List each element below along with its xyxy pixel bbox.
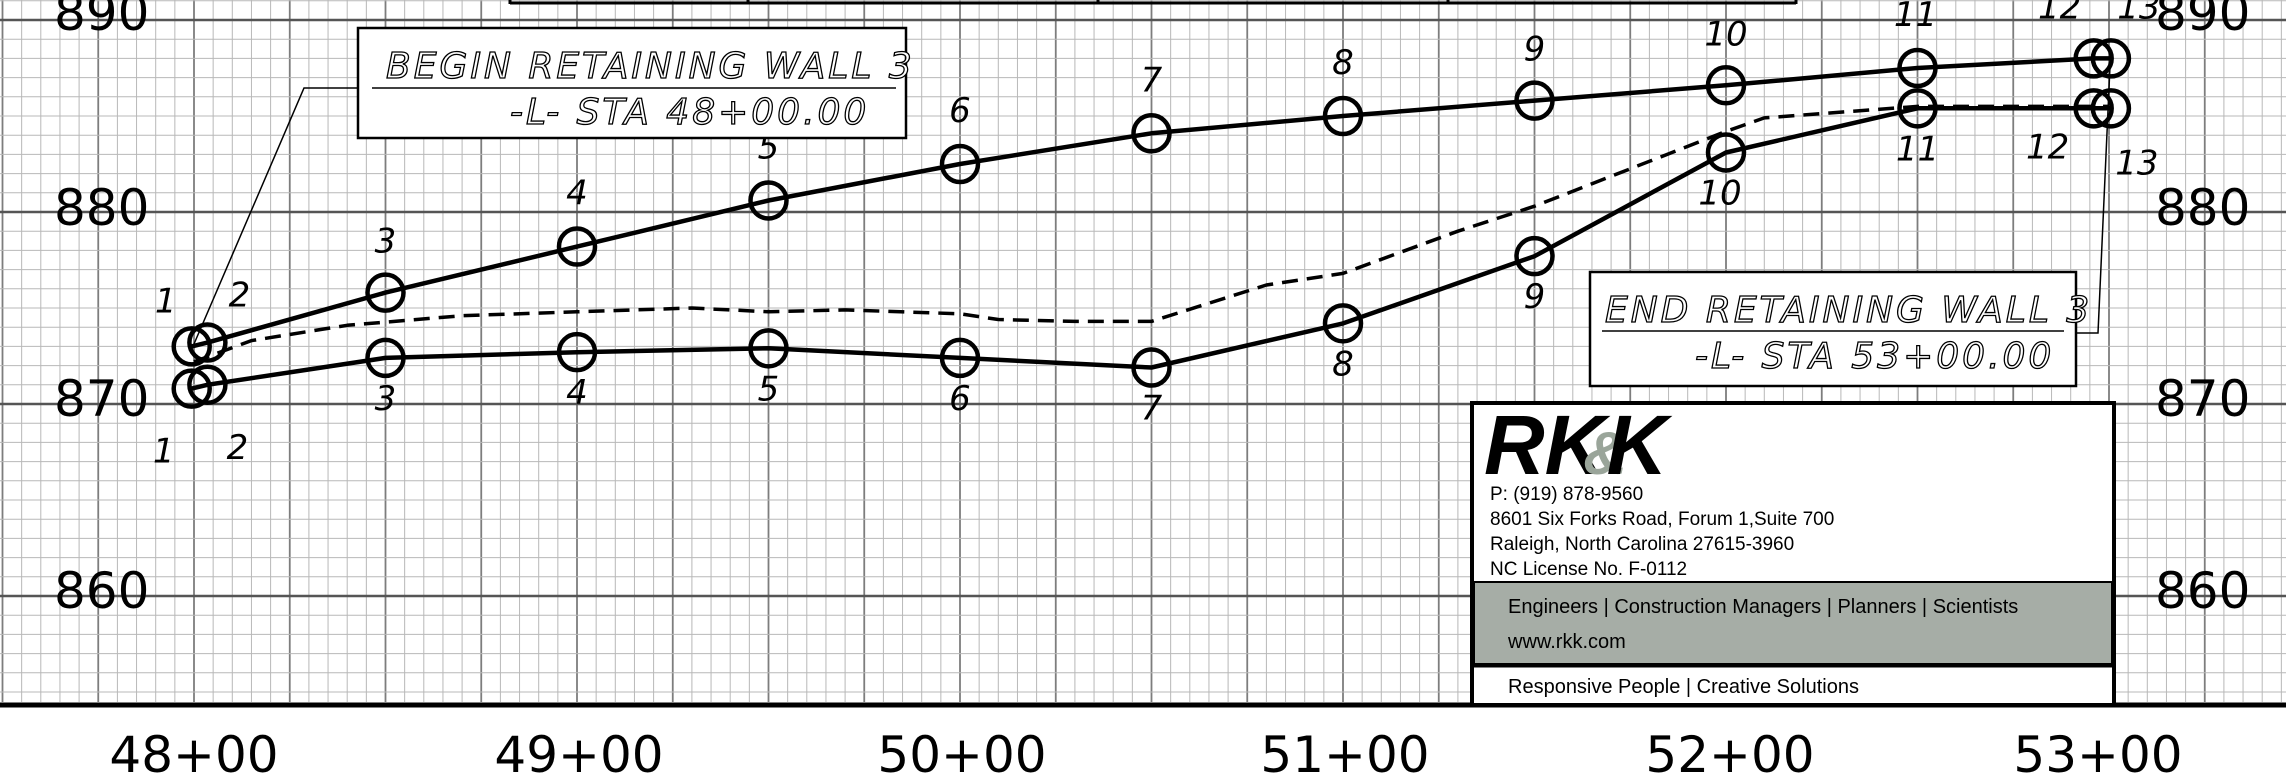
y-tick-right-860: 860	[2155, 562, 2250, 620]
y-tick-right-890: 890	[2155, 0, 2250, 42]
point-marker	[1705, 65, 1747, 106]
point-marker	[1131, 347, 1172, 388]
point-marker	[748, 328, 789, 369]
point-marker	[187, 364, 228, 406]
point-marker	[556, 331, 598, 373]
point-label: 8	[1332, 43, 1354, 83]
company-services: Engineers | Construction Managers | Plan…	[1508, 596, 2018, 618]
point-label: 8	[1332, 344, 1354, 384]
point-marker	[2090, 88, 2132, 129]
point-label: 2	[227, 428, 249, 468]
begin-callout-line2: -L- STA 48+00.00	[510, 92, 869, 133]
bottom-wall-line	[191, 106, 2111, 391]
point-marker	[187, 322, 228, 363]
point-marker	[171, 368, 212, 409]
dashed-profile-line	[193, 104, 2109, 364]
point-marker	[1322, 95, 1364, 137]
begin-leader-line	[193, 87, 358, 345]
point-label: 3	[375, 222, 397, 262]
point-marker	[1514, 235, 1555, 277]
point-marker	[2073, 38, 2114, 79]
point-label: 11	[1894, 0, 1937, 35]
point-label: 12	[2026, 127, 2069, 167]
point-label: 6	[949, 91, 971, 131]
point-label: 4	[566, 373, 588, 413]
point-label: 13	[2117, 0, 2160, 27]
point-label: 11	[1896, 129, 1939, 169]
point-label: 9	[1524, 277, 1546, 317]
point-label: 10	[1704, 14, 1747, 54]
point-marker	[939, 143, 981, 185]
begin-wall-callout: BEGIN RETAINING WALL 3 -L- STA 48+00.00	[193, 26, 915, 345]
company-address-1: 8601 Six Forks Road, Forum 1,Suite 700	[1490, 509, 1834, 530]
y-tick-left-870: 870	[54, 370, 149, 428]
point-label: 10	[1698, 173, 1741, 213]
point-label: 13	[2115, 143, 2158, 183]
point-label: 9	[1524, 30, 1546, 70]
company-address-2: Raleigh, North Carolina 27615-3960	[1490, 534, 1794, 555]
company-license: NC License No. F-0112	[1490, 559, 1687, 580]
end-leader-line	[2076, 65, 2111, 334]
end-callout-line1: END RETAINING WALL 3	[1605, 290, 2092, 331]
y-tick-left-890: 890	[54, 0, 149, 42]
x-tick-52: 52+00	[1645, 726, 1814, 778]
point-marker	[1131, 113, 1172, 154]
point-label: 2	[229, 276, 251, 316]
x-tick-51: 51+00	[1260, 726, 1429, 778]
top-table-edge	[508, 0, 1798, 5]
end-wall-callout: END RETAINING WALL 3 -L- STA 53+00.00	[1588, 65, 2111, 388]
point-marker	[1514, 80, 1555, 121]
point-marker	[1897, 88, 1938, 129]
y-tick-left-880: 880	[54, 179, 149, 237]
point-marker	[365, 337, 406, 379]
point-marker	[2090, 38, 2132, 79]
point-label: 1	[153, 432, 175, 472]
company-logo: RK&K	[1484, 398, 1673, 492]
company-phone: P: (919) 878-9560	[1490, 484, 1643, 505]
title-block: RK&K P: (919) 878-9560 8601 Six Forks Ro…	[1470, 398, 2116, 707]
top-wall-line	[191, 56, 2111, 349]
point-marker	[365, 272, 406, 313]
point-marker	[171, 326, 212, 367]
point-label: 4	[566, 174, 588, 214]
point-label: 6	[949, 379, 971, 419]
point-label: 3	[375, 379, 397, 419]
point-marker	[1897, 47, 1938, 89]
point-marker	[1705, 132, 1747, 173]
x-tick-50: 50+00	[877, 726, 1046, 778]
begin-callout-line1: BEGIN RETAINING WALL 3	[386, 46, 915, 87]
point-marker	[748, 180, 789, 221]
point-label: 5	[758, 369, 780, 409]
point-label: 7	[1141, 389, 1163, 429]
point-marker	[939, 337, 981, 379]
point-label: 7	[1141, 60, 1163, 100]
end-callout-line2: -L- STA 53+00.00	[1695, 336, 2054, 377]
point-marker	[1322, 303, 1364, 344]
point-marker	[2073, 88, 2114, 129]
y-tick-right-880: 880	[2155, 179, 2250, 237]
point-label: 1	[155, 281, 177, 321]
x-tick-49: 49+00	[494, 726, 663, 778]
x-tick-48: 48+00	[109, 726, 278, 778]
services-band	[1473, 581, 2113, 665]
company-slogan: Responsive People | Creative Solutions	[1508, 676, 1859, 698]
x-tick-53: 53+00	[2013, 726, 2182, 778]
point-label: 12	[2038, 0, 2081, 27]
company-website: www.rkk.com	[1507, 631, 1626, 653]
point-marker	[556, 226, 598, 267]
y-tick-left-860: 860	[54, 562, 149, 620]
y-tick-right-870: 870	[2155, 370, 2250, 428]
